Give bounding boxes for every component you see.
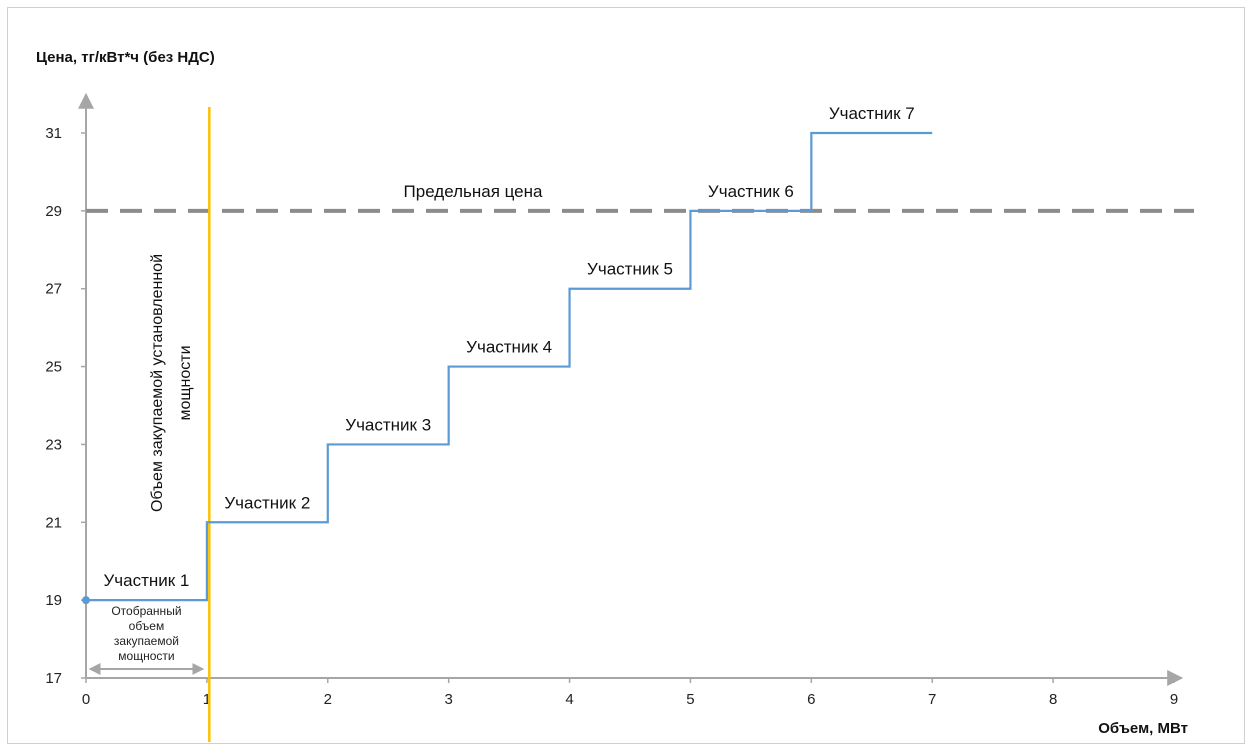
purchase-volume-label-line: Объем закупаемой установленной: [149, 254, 166, 512]
y-tick-label: 17: [45, 670, 62, 687]
step-label: Участник 1: [103, 571, 189, 590]
y-tick-label: 25: [45, 359, 62, 376]
y-tick-label: 27: [45, 281, 62, 298]
x-tick-label: 9: [1170, 691, 1178, 708]
axes: [78, 92, 1184, 686]
x-axis-title: Объем, МВт: [1098, 720, 1188, 737]
x-tick-label: 3: [444, 691, 452, 708]
purchase-volume-label-line: мощности: [177, 345, 194, 420]
reference-lines: Предельная цена: [86, 107, 1194, 742]
selected-volume-label: Отобранный: [111, 604, 181, 618]
step-label: Участник 2: [224, 493, 310, 512]
x-tick-label: 0: [82, 691, 90, 708]
step-point: [82, 596, 90, 605]
y-tick-label: 31: [45, 125, 62, 142]
x-tick-label: 6: [807, 691, 815, 708]
step-label: Участник 3: [345, 415, 431, 434]
step-label: Участник 7: [829, 104, 915, 123]
chart-frame: [7, 7, 1245, 744]
x-tick-label: 4: [565, 691, 573, 708]
selected-volume-label: мощности: [118, 649, 174, 663]
step-label: Участник 6: [708, 182, 794, 201]
x-tick-label: 8: [1049, 691, 1057, 708]
step-label: Участник 5: [587, 260, 673, 279]
price-limit-label: Предельная цена: [404, 182, 544, 201]
y-tick-label: 29: [45, 203, 62, 220]
purchase-volume-label: Объем закупаемой установленной мощности: [149, 254, 194, 512]
step-labels: Участник 1 Участник 2 Участник 3 Участник 4…: [103, 104, 914, 590]
x-tick-label: 1: [203, 691, 211, 708]
x-tick-label: 5: [686, 691, 694, 708]
annotations: Объем закупаемой установленной мощности От…: [88, 254, 205, 675]
y-axis-title: Цена, тг/кВт*ч (без НДС): [36, 49, 215, 66]
y-tick-label: 23: [45, 436, 62, 453]
step-line: [86, 131, 933, 602]
y-tick-label: 19: [45, 592, 62, 609]
y-tick-label: 21: [45, 514, 62, 531]
selected-volume-label: закупаемой: [114, 634, 179, 648]
x-tick-label: 7: [928, 691, 936, 708]
x-tick-label: 2: [324, 691, 332, 708]
selected-volume-label: объем: [129, 619, 165, 633]
series: [82, 131, 933, 605]
step-label: Участник 4: [466, 338, 552, 357]
